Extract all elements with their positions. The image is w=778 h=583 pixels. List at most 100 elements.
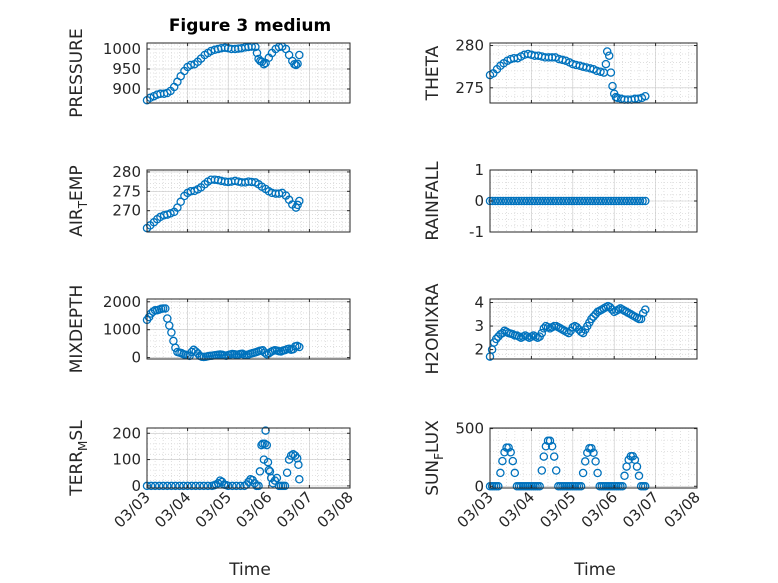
- data-point: [598, 196, 608, 206]
- data-point: [607, 305, 617, 314]
- data-point: [583, 196, 592, 206]
- y-tick-label: 900: [112, 80, 141, 98]
- data-point: [176, 197, 185, 207]
- data-point: [575, 196, 584, 206]
- data-point: [634, 471, 644, 481]
- data-point: [150, 481, 160, 491]
- data-point: [512, 196, 521, 206]
- data-point: [223, 481, 233, 491]
- data-point: [163, 481, 172, 491]
- data-point: [493, 196, 503, 206]
- data-point: [576, 482, 586, 491]
- y-tick-label: 4: [474, 294, 484, 312]
- data-point: [569, 196, 579, 206]
- y-tick-label: 3: [474, 317, 484, 335]
- data-point: [496, 468, 505, 478]
- data-point: [559, 196, 568, 206]
- data-point: [187, 347, 196, 357]
- data-point: [549, 452, 559, 461]
- data-point: [496, 196, 505, 206]
- y-axis-label-main: AIR: [67, 208, 87, 237]
- y-axis-label: MIXDEPTH: [67, 285, 87, 374]
- y-tick-label: 1000: [103, 40, 141, 58]
- y-axis-label-tail: EMP: [67, 165, 87, 201]
- data-point: [509, 196, 518, 206]
- data-point: [191, 481, 200, 491]
- data-point: [633, 94, 643, 104]
- x-tick-label: 03/08: [314, 488, 357, 531]
- data-point: [635, 196, 645, 206]
- data-point: [504, 196, 513, 206]
- data-point: [627, 196, 637, 206]
- data-point: [533, 196, 542, 206]
- data-point: [295, 475, 304, 484]
- data-point: [538, 196, 547, 206]
- data-point: [494, 482, 503, 491]
- data-point: [171, 343, 180, 353]
- data-point: [263, 457, 273, 467]
- y-axis-label-main: SUN: [423, 460, 443, 496]
- data-point: [585, 196, 595, 206]
- data-point: [622, 196, 632, 206]
- y-tick-label: 0: [131, 477, 141, 495]
- data-point: [589, 448, 598, 458]
- data-point: [506, 448, 515, 457]
- y-axis-label: TERRMSL: [67, 420, 90, 497]
- data-point: [545, 436, 555, 446]
- data-point: [272, 473, 282, 483]
- data-point: [596, 67, 605, 76]
- data-point: [564, 196, 574, 206]
- data-point: [580, 196, 589, 206]
- data-series: [142, 42, 304, 105]
- y-axis-label-main: PRESSURE: [67, 28, 87, 117]
- data-point: [641, 196, 650, 206]
- data-point: [199, 481, 209, 491]
- data-point: [166, 209, 175, 218]
- data-point: [158, 481, 168, 491]
- data-point: [578, 468, 588, 478]
- data-point: [551, 466, 561, 475]
- data-series: [142, 175, 304, 233]
- y-axis-label-main: RAINFALL: [423, 161, 443, 241]
- x-tick-label: 03/07: [619, 488, 662, 531]
- y-tick-label: 1: [474, 161, 484, 179]
- data-point: [593, 468, 602, 478]
- data-point: [625, 196, 634, 206]
- data-point: [295, 342, 304, 352]
- y-tick-label: 0: [474, 192, 484, 210]
- data-point: [641, 305, 650, 314]
- data-point: [630, 196, 639, 206]
- y-tick-label: 1000: [103, 321, 141, 339]
- data-point: [514, 196, 524, 206]
- data-point: [530, 196, 539, 206]
- y-tick-label: -1: [469, 223, 484, 241]
- axes-box: [146, 427, 351, 489]
- y-axis-label: RAINFALL: [423, 161, 443, 241]
- data-point: [567, 196, 576, 206]
- data-point: [491, 334, 501, 344]
- data-series: [485, 47, 650, 104]
- data-point: [606, 196, 616, 206]
- data-point: [618, 482, 627, 491]
- y-axis-label: THETA: [423, 45, 443, 101]
- y-axis-label-tail: SL: [67, 420, 87, 441]
- data-point: [294, 460, 303, 470]
- data-point: [244, 477, 253, 487]
- data-point: [255, 467, 265, 476]
- data-point: [154, 481, 164, 491]
- data-point: [638, 196, 647, 206]
- y-tick-label: 950: [112, 60, 141, 78]
- data-point: [539, 452, 549, 461]
- data-point: [195, 481, 205, 491]
- y-axis-label-main: TERR: [67, 451, 87, 497]
- data-point: [259, 59, 269, 69]
- axes-box: [146, 298, 351, 360]
- data-point: [498, 196, 508, 206]
- y-axis-label-main: MIXDEPTH: [67, 285, 87, 374]
- data-point: [293, 59, 302, 69]
- y-axis-label: AIRTEMP: [67, 165, 90, 236]
- y-tick-label: 2: [474, 341, 484, 359]
- x-tick-label: 03/06: [232, 488, 275, 531]
- data-point: [604, 196, 613, 206]
